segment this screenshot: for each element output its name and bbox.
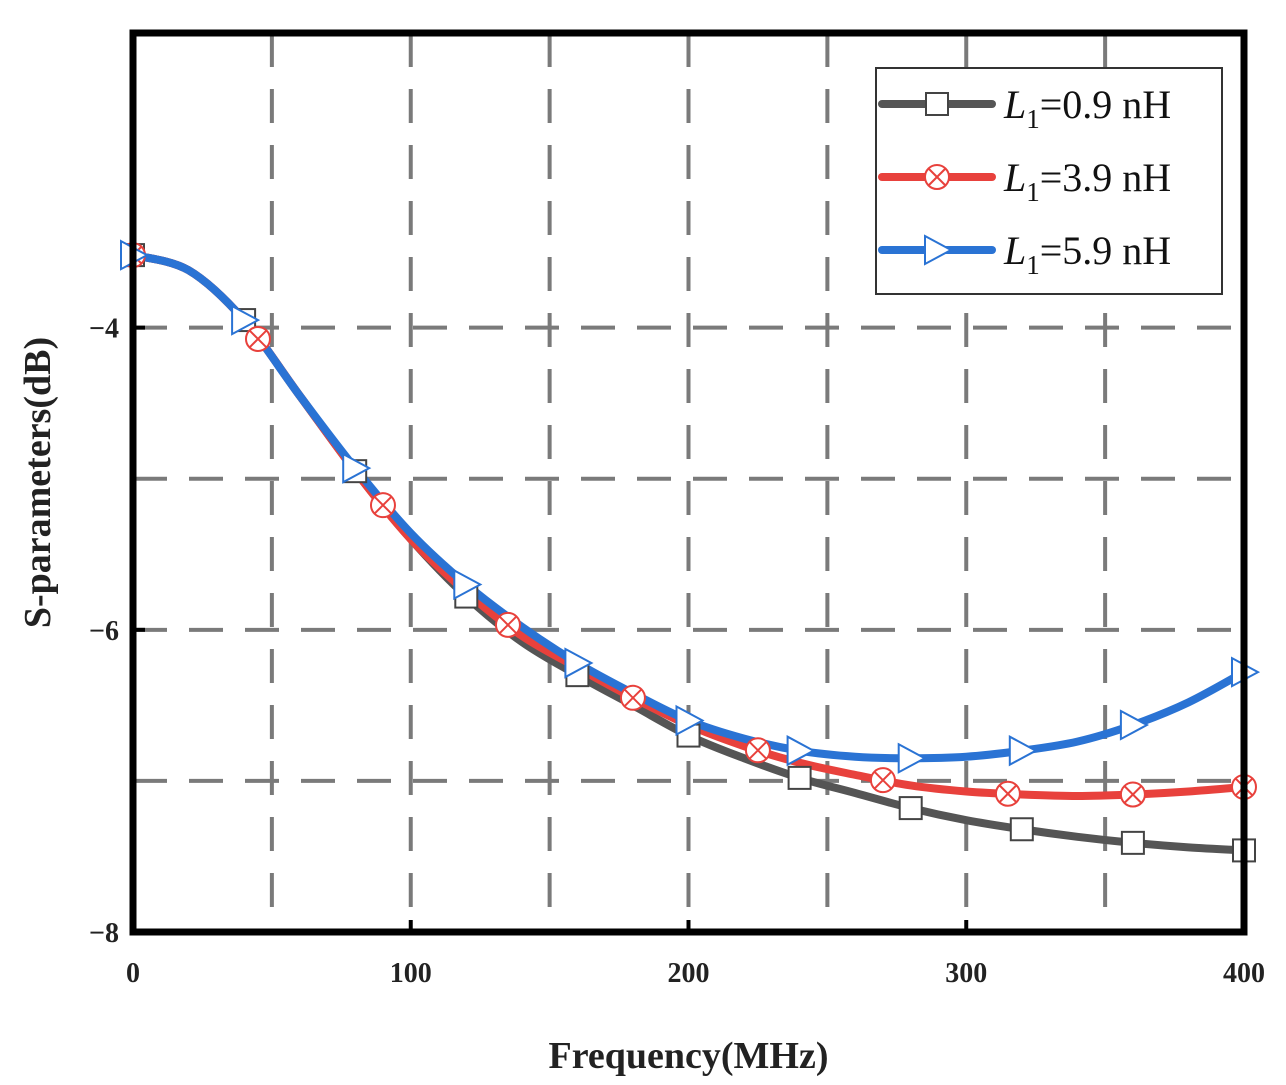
marker-triangle <box>342 452 372 484</box>
marker-square <box>1120 830 1145 855</box>
marker-square <box>787 765 812 790</box>
legend-value: =3.9 nH <box>1040 155 1171 200</box>
marker-triangle <box>897 742 927 774</box>
y-axis-title: S-parameters(dB) <box>17 337 59 628</box>
marker-circle-x <box>924 164 950 190</box>
x-tick-label: 300 <box>945 958 987 989</box>
series-line-3 <box>129 251 1248 763</box>
marker-circle-x <box>619 684 646 711</box>
marker-triangle <box>231 304 261 336</box>
marker-circle-x <box>869 767 896 794</box>
legend-subscript: 1 <box>1026 104 1040 134</box>
marker-cross <box>374 496 392 514</box>
marker-circle-x <box>369 492 396 519</box>
marker-triangle <box>1008 735 1038 767</box>
legend-subscript: 1 <box>1026 250 1040 280</box>
marker-circle-x <box>244 325 271 352</box>
x-tick-label: 0 <box>126 958 140 989</box>
marker-triangle <box>564 647 594 679</box>
marker-square <box>925 92 949 116</box>
series-lines <box>129 251 1248 855</box>
y-tick-label: −6 <box>89 616 119 647</box>
marker-triangle <box>675 704 705 737</box>
series-markers <box>120 239 1261 863</box>
marker-circle-x <box>744 737 771 764</box>
marker-square <box>898 796 923 821</box>
marker-triangle <box>786 735 816 767</box>
marker-cross <box>749 741 767 760</box>
legend-value: =0.9 nH <box>1040 82 1171 127</box>
legend-label: L1=0.9 nH <box>1003 82 1171 134</box>
marker-circle-x <box>1119 781 1146 808</box>
marker-cross <box>1124 785 1142 804</box>
x-axis-title: Frequency(MHz) <box>549 1035 829 1077</box>
axis-ticks: 0 100 200 300 400 −4 −6 −8 <box>89 314 1265 989</box>
legend-entry-2: L1=3.9 nH <box>878 155 1171 207</box>
y-tick-label: −4 <box>89 314 119 345</box>
legend-label: L1=3.9 nH <box>1003 155 1171 207</box>
legend-variable: L <box>1003 82 1026 127</box>
legend-label: L1=5.9 nH <box>1003 228 1171 280</box>
legend-value: =5.9 nH <box>1040 228 1171 273</box>
marker-circle-x <box>994 780 1021 807</box>
x-tick-label: 100 <box>390 958 432 989</box>
marker-triangle <box>1119 709 1150 741</box>
marker-cross <box>499 616 517 634</box>
marker-cross <box>928 168 946 186</box>
marker-cross <box>624 689 642 707</box>
x-tick-label: 400 <box>1223 958 1265 989</box>
y-tick-label: −8 <box>89 918 119 949</box>
marker-cross <box>249 330 267 348</box>
legend-entry-3: L1=5.9 nH <box>878 228 1171 280</box>
marker-triangle <box>924 234 954 266</box>
marker-cross <box>999 785 1017 803</box>
marker-cross <box>874 771 892 789</box>
legend-entry-1: L1=0.9 nH <box>878 82 1171 134</box>
x-tick-label: 200 <box>668 958 710 989</box>
marker-square <box>1009 817 1034 842</box>
legend-subscript: 1 <box>1026 177 1040 207</box>
marker-triangle <box>453 568 483 601</box>
legend-variable: L <box>1003 228 1026 273</box>
marker-circle-x <box>494 611 521 638</box>
legend-variable: L <box>1003 155 1026 200</box>
